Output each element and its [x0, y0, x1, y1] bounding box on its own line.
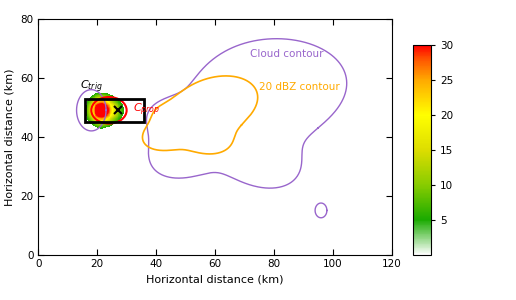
- Text: 20 dBZ contour: 20 dBZ contour: [259, 82, 340, 92]
- Text: Cloud contour: Cloud contour: [250, 49, 324, 59]
- Text: $C_{prop}$: $C_{prop}$: [133, 102, 160, 119]
- Bar: [86, 98, 144, 122]
- Y-axis label: Horizontal distance (km): Horizontal distance (km): [5, 68, 15, 206]
- X-axis label: Horizontal distance (km): Horizontal distance (km): [146, 275, 284, 285]
- Text: $C_{trig}$: $C_{trig}$: [79, 79, 102, 95]
